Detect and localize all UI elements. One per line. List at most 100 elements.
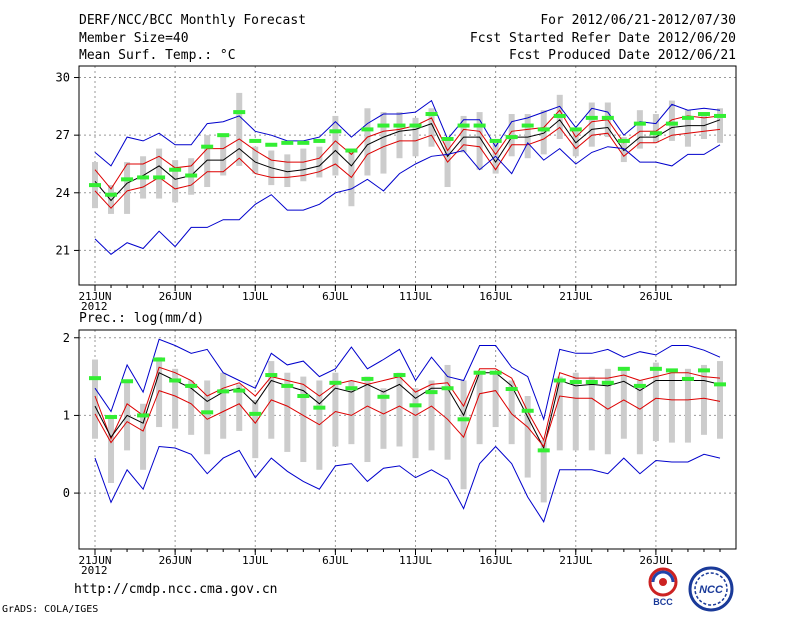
temp-marker-24: [473, 123, 486, 128]
prec-marker-32: [601, 380, 614, 385]
prec-box-27: [524, 396, 531, 478]
temp-ytick-label-0: 21: [56, 243, 70, 257]
temp-xtick-label-2: 1JUL: [242, 290, 269, 303]
start-ref-date: Fcst Started Refer Date 2012/06/20: [469, 31, 736, 46]
temp-marker-26: [505, 135, 518, 140]
temp-box-25: [492, 142, 499, 174]
temp-box-23: [460, 115, 467, 153]
prec-marker-1: [105, 414, 118, 419]
prec-box-34: [636, 380, 643, 455]
prec-year-label: 2012: [81, 564, 108, 577]
prec-box-29: [556, 376, 563, 451]
temp-box-30: [572, 131, 579, 157]
prec-xtick-label-1: 26JUN: [159, 554, 192, 567]
prec-marker-24: [473, 370, 486, 375]
temp-year-label: 2012: [81, 300, 108, 313]
temp-marker-16: [345, 148, 358, 153]
prec-marker-17: [361, 376, 374, 381]
prec-box-3: [140, 403, 147, 470]
prec-marker-2: [121, 379, 134, 384]
temp-box-20: [412, 117, 419, 157]
prec-series-mean: [94, 371, 721, 450]
temp-marker-8: [217, 133, 230, 138]
temp-marker-13: [297, 140, 310, 145]
prec-box-9: [236, 384, 243, 431]
prec-box-33: [620, 368, 627, 439]
footer-url[interactable]: http://cmdp.ncc.cma.gov.cn: [74, 582, 278, 597]
temp-marker-19: [393, 123, 406, 128]
prec-marker-27: [521, 408, 534, 413]
prec-marker-16: [345, 386, 358, 391]
temp-xtick-label-1: 26JUN: [159, 290, 192, 303]
temp-series-upper: [94, 109, 721, 190]
prec-box-22: [444, 364, 451, 460]
temp-box-7: [204, 135, 211, 188]
prec-box-21: [428, 380, 435, 451]
prec-box-8: [220, 372, 227, 439]
prec-marker-6: [185, 383, 198, 388]
forecast-period: For 2012/06/21-2012/07/30: [540, 13, 736, 28]
temp-box-33: [620, 137, 627, 163]
prec-xtick-label-6: 21JUL: [559, 554, 592, 567]
temp-box-5: [172, 160, 179, 203]
prec-box-18: [380, 388, 387, 449]
temp-series-mean: [94, 119, 721, 202]
prec-marker-28: [537, 448, 550, 453]
temperature-panel: 21 24 27 30 21JUN 26JUN 1JUL 6JUL 11JUL 16JUL 21JU…: [56, 65, 737, 313]
temp-marker-0: [89, 183, 101, 188]
temp-marker-22: [441, 137, 454, 141]
temp-box-12: [284, 154, 291, 188]
prec-marker-29: [553, 378, 566, 383]
temp-marker-7: [201, 144, 214, 149]
prec-box-35: [652, 362, 659, 442]
temp-marker-30: [569, 127, 582, 132]
ncc-logo-text: NCC: [699, 584, 724, 596]
temp-marker-29: [553, 113, 566, 118]
prec-marker-37: [681, 376, 694, 381]
prec-box-31: [588, 376, 595, 451]
temp-marker-15: [329, 129, 342, 134]
temp-xtick-label-7: 26JUL: [639, 290, 672, 303]
prec-marker-19: [393, 373, 406, 378]
temp-panel-title: Mean Surf. Temp.: °C: [79, 48, 236, 63]
prec-box-37: [684, 368, 691, 443]
temp-box-1: [108, 185, 115, 214]
temp-box-4: [156, 148, 163, 199]
prec-ytick-label-0: 0: [63, 486, 70, 500]
temp-marker-39: [714, 113, 726, 118]
prec-box-24: [476, 372, 483, 445]
temp-marker-31: [585, 115, 598, 120]
prec-marker-39: [714, 382, 726, 387]
temp-box-19: [396, 112, 403, 159]
temp-marker-12: [281, 140, 294, 145]
temp-box-34: [636, 110, 643, 149]
temp-box-31: [588, 102, 595, 147]
prec-box-15: [332, 372, 339, 447]
temp-ytick-label-1: 24: [56, 186, 70, 200]
temp-marker-4: [153, 175, 166, 180]
temp-marker-14: [313, 138, 326, 143]
prec-box-25: [492, 372, 499, 428]
member-size: Member Size=40: [79, 31, 189, 46]
temp-xtick-label-4: 11JUL: [399, 290, 432, 303]
temp-marker-9: [233, 110, 246, 115]
prec-box-39: [717, 361, 723, 439]
prec-ytick-label-1: 1: [63, 408, 70, 422]
temp-box-9: [236, 92, 243, 166]
temp-box-17: [364, 108, 371, 176]
temp-box-8: [220, 135, 227, 176]
prec-marker-25: [489, 370, 502, 375]
chart-title: DERF/NCC/BCC Monthly Forecast: [79, 13, 306, 28]
prec-marker-0: [89, 376, 101, 381]
prec-marker-21: [425, 390, 438, 395]
bcc-logo-text: BCC: [653, 597, 673, 607]
prec-marker-4: [153, 357, 166, 362]
prec-series-lower: [94, 389, 721, 448]
prec-xtick-label-7: 26JUL: [639, 554, 672, 567]
temp-box-18: [380, 112, 387, 174]
temp-marker-28: [537, 127, 550, 132]
prec-marker-10: [249, 411, 262, 416]
temp-box-10: [252, 146, 259, 174]
temp-marker-37: [681, 115, 694, 120]
temp-box-35: [652, 114, 659, 143]
